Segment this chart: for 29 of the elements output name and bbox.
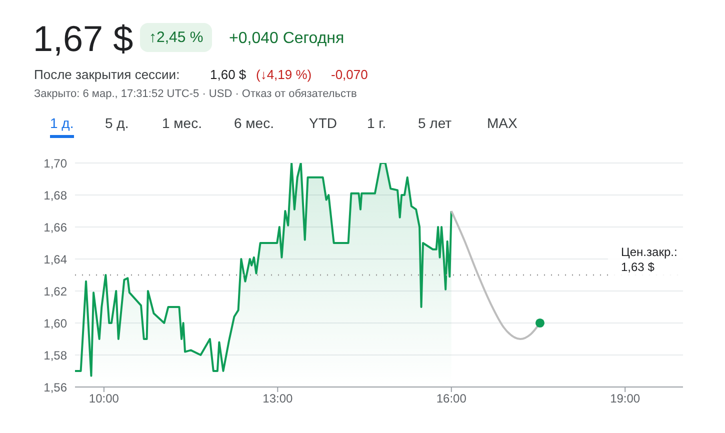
y-tick-label: 1,62	[44, 284, 68, 298]
text: YTD	[309, 115, 337, 133]
y-tick-label: 1,64	[44, 252, 68, 266]
y-tick-label: 1,58	[44, 348, 68, 362]
text: ↑2,45 %	[140, 23, 212, 52]
text: +0,040 Сегодня	[229, 30, 344, 48]
x-tick-label: 16:00	[436, 392, 467, 406]
text: 1,60 $	[210, 67, 246, 82]
text: 1 г.	[367, 115, 386, 133]
x-tick-label: 13:00	[262, 392, 294, 406]
y-tick-label: 1,70	[44, 156, 68, 170]
text: 1 мес.	[162, 115, 202, 133]
chart-title: 1,67 $	[33, 18, 134, 60]
text: Закрыто: 6 мар., 17:31:52 UTC-5 · USD · Отказ от обязательств	[34, 88, 357, 100]
text: 6 мес.	[234, 115, 274, 133]
y-tick-label: 1,56	[44, 380, 68, 394]
x-tick-label: 19:00	[610, 392, 640, 406]
text: -0,070	[331, 67, 368, 82]
text: (↓4,19 %)	[256, 67, 312, 82]
y-tick-label: 1,60	[44, 316, 68, 330]
text: 1 д.	[50, 115, 74, 138]
y-tick-label: 1,68	[44, 188, 68, 202]
x-tick-label: 10:00	[88, 392, 120, 406]
text: MAX	[487, 115, 518, 133]
y-tick-label: 1,66	[44, 220, 68, 234]
text: 5 лет	[418, 115, 452, 133]
ref-line-label: Цен.закр.: 1,63 $	[621, 245, 678, 274]
text: После закрытия сессии:	[34, 67, 180, 82]
text: 5 д.	[105, 115, 129, 133]
